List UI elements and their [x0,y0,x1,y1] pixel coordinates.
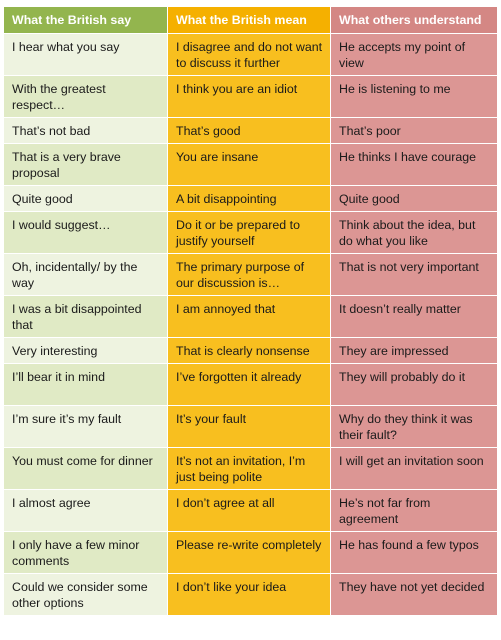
cell-others-understand: They will probably do it [330,363,498,406]
cell-british-mean: The primary purpose of our discussion is… [167,253,331,296]
cell-others-understand: He is listening to me [330,75,498,118]
cell-others-understand: He accepts my point of view [330,33,498,76]
cell-british-mean: I am annoyed that [167,295,331,338]
cell-british-say: I’m sure it’s my fault [3,405,168,448]
cell-british-say: I was a bit disappointed that [3,295,168,338]
table-row: I’m sure it’s my fault It’s your fault W… [3,405,498,448]
cell-british-say: You must come for dinner [3,447,168,490]
table-row: Oh, incidentally/ by the way The primary… [3,253,498,296]
table-row: I only have a few minor comments Please … [3,531,498,574]
cell-british-say: That is a very brave proposal [3,143,168,186]
cell-others-understand: He has found a few typos [330,531,498,574]
cell-british-mean: Please re-write completely [167,531,331,574]
cell-british-mean: It’s your fault [167,405,331,448]
table-row: Could we consider some other options I d… [3,573,498,616]
cell-british-say: Very interesting [3,337,168,364]
cell-british-mean: I don’t like your idea [167,573,331,616]
table-row: Quite good A bit disappointing Quite goo… [3,185,498,212]
cell-others-understand: Quite good [330,185,498,212]
table-row: That’s not bad That’s good That’s poor [3,117,498,144]
cell-british-mean: I don’t agree at all [167,489,331,532]
header-what-british-say: What the British say [3,6,168,34]
cell-others-understand: He thinks I have courage [330,143,498,186]
cell-british-say: With the greatest respect… [3,75,168,118]
british-phrases-table: What the British say What the British me… [3,6,498,616]
cell-british-say: Oh, incidentally/ by the way [3,253,168,296]
cell-british-say: Could we consider some other options [3,573,168,616]
table-row: I would suggest… Do it or be prepared to… [3,211,498,254]
cell-british-mean: Do it or be prepared to justify yourself [167,211,331,254]
cell-british-mean: I disagree and do not want to discuss it… [167,33,331,76]
table-row: Very interesting That is clearly nonsens… [3,337,498,364]
table-row: You must come for dinner It’s not an inv… [3,447,498,490]
cell-others-understand: They have not yet decided [330,573,498,616]
cell-british-say: I’ll bear it in mind [3,363,168,406]
cell-british-mean: You are insane [167,143,331,186]
cell-others-understand: He’s not far from agreement [330,489,498,532]
header-what-british-mean: What the British mean [167,6,331,34]
table-row: I almost agree I don’t agree at all He’s… [3,489,498,532]
table-row: That is a very brave proposal You are in… [3,143,498,186]
cell-others-understand: They are impressed [330,337,498,364]
header-what-others-understand: What others understand [330,6,498,34]
table-row: I hear what you say I disagree and do no… [3,33,498,76]
cell-british-say: That’s not bad [3,117,168,144]
cell-british-say: Quite good [3,185,168,212]
table-row: I’ll bear it in mind I’ve forgotten it a… [3,363,498,406]
cell-others-understand: That is not very important [330,253,498,296]
cell-others-understand: That’s poor [330,117,498,144]
cell-british-say: I hear what you say [3,33,168,76]
cell-british-say: I would suggest… [3,211,168,254]
cell-british-mean: That is clearly nonsense [167,337,331,364]
cell-others-understand: It doesn’t really matter [330,295,498,338]
cell-british-mean: That’s good [167,117,331,144]
header-row: What the British say What the British me… [3,6,498,34]
table-row: I was a bit disappointed that I am annoy… [3,295,498,338]
cell-british-mean: I’ve forgotten it already [167,363,331,406]
cell-others-understand: Why do they think it was their fault? [330,405,498,448]
cell-others-understand: I will get an invitation soon [330,447,498,490]
table-row: With the greatest respect… I think you a… [3,75,498,118]
cell-british-mean: It’s not an invitation, I’m just being p… [167,447,331,490]
cell-british-say: I only have a few minor comments [3,531,168,574]
cell-british-mean: A bit disappointing [167,185,331,212]
cell-british-say: I almost agree [3,489,168,532]
cell-british-mean: I think you are an idiot [167,75,331,118]
phrase-table-container: What the British say What the British me… [3,6,498,616]
cell-others-understand: Think about the idea, but do what you li… [330,211,498,254]
